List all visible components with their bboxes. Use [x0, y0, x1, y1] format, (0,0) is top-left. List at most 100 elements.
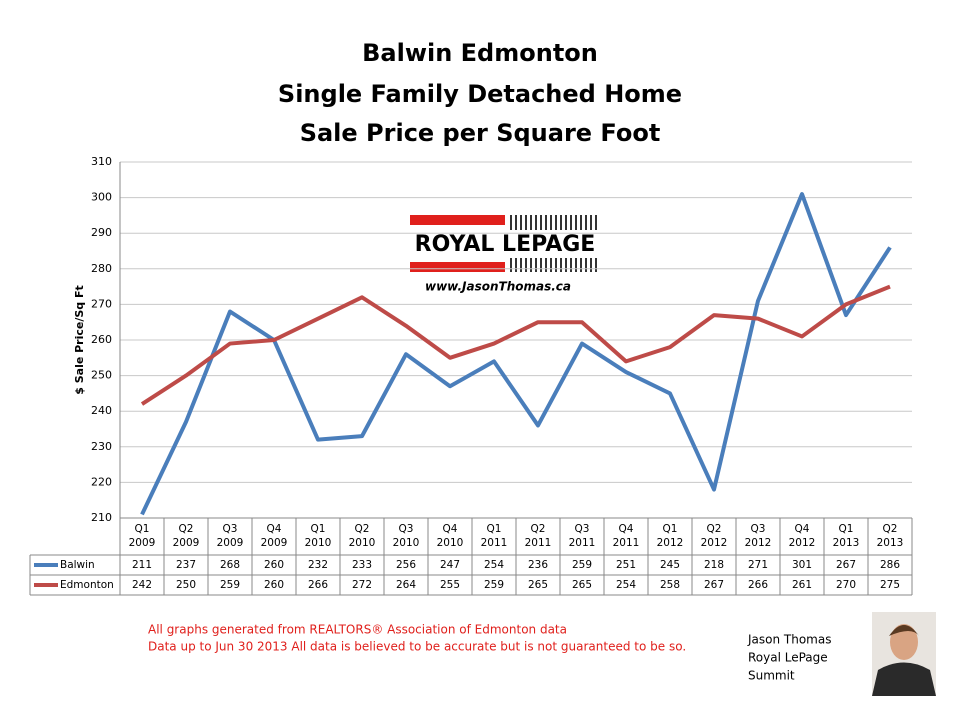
footer-note: All graphs generated from REALTORS® Asso…	[148, 623, 567, 637]
logo-text: ROYAL LEPAGE	[415, 232, 596, 257]
table-value: 265	[528, 579, 548, 591]
table-value: 267	[836, 559, 856, 571]
logo-url: www.JasonThomas.ca	[425, 280, 571, 294]
y-tick-label: 240	[91, 404, 112, 417]
x-tick-label: Q1	[135, 523, 150, 535]
photo-hair	[889, 625, 919, 636]
logo-bar	[410, 215, 505, 225]
table-value: 301	[792, 559, 812, 571]
y-tick-label: 250	[91, 369, 112, 382]
chart-title: Balwin Edmonton	[362, 39, 598, 67]
x-tick-label: 2013	[833, 537, 860, 549]
x-tick-label: Q1	[663, 523, 678, 535]
photo-face	[890, 624, 918, 660]
table-value: 271	[748, 559, 768, 571]
x-tick-label: 2012	[657, 537, 684, 549]
x-tick-label: Q3	[399, 523, 414, 535]
chart-title: Sale Price per Square Foot	[300, 119, 661, 147]
x-tick-label: 2010	[393, 537, 420, 549]
y-tick-label: 310	[91, 155, 112, 168]
x-tick-label: Q2	[883, 523, 898, 535]
x-tick-label: Q2	[179, 523, 194, 535]
logo-bg	[410, 230, 600, 258]
x-tick-label: Q2	[531, 523, 546, 535]
x-tick-label: Q2	[355, 523, 370, 535]
table-value: 267	[704, 579, 724, 591]
table-value: 268	[220, 559, 240, 571]
table-value: 242	[132, 579, 152, 591]
table-value: 259	[572, 559, 592, 571]
photo-suit	[872, 662, 936, 696]
table-value: 270	[836, 579, 856, 591]
table-value: 250	[176, 579, 196, 591]
table-value: 218	[704, 559, 724, 571]
table-value: 259	[484, 579, 504, 591]
chart-title: Single Family Detached Home	[278, 80, 682, 108]
table-value: 237	[176, 559, 196, 571]
table-value: 232	[308, 559, 328, 571]
x-tick-label: Q1	[839, 523, 854, 535]
x-tick-label: Q3	[223, 523, 238, 535]
x-tick-label: 2010	[305, 537, 332, 549]
table-value: 259	[220, 579, 240, 591]
y-tick-label: 210	[91, 511, 112, 524]
x-tick-label: Q4	[443, 523, 458, 535]
x-tick-label: 2009	[261, 537, 288, 549]
table-value: 251	[616, 559, 636, 571]
x-tick-label: 2010	[437, 537, 464, 549]
x-tick-label: Q1	[487, 523, 502, 535]
x-tick-label: Q3	[751, 523, 766, 535]
y-tick-label: 300	[91, 191, 112, 204]
x-tick-label: 2012	[745, 537, 772, 549]
y-tick-label: 230	[91, 440, 112, 453]
y-tick-label: 290	[91, 226, 112, 239]
table-value: 236	[528, 559, 548, 571]
table-value: 254	[484, 559, 504, 571]
footer-note: Data up to Jun 30 2013 All data is belie…	[148, 640, 686, 654]
logo-bar	[410, 262, 505, 272]
y-tick-label: 270	[91, 297, 112, 310]
signature: Summit	[748, 669, 795, 683]
legend-label: Balwin	[60, 559, 95, 571]
table-value: 266	[748, 579, 768, 591]
y-tick-label: 260	[91, 333, 112, 346]
x-tick-label: 2011	[481, 537, 508, 549]
x-tick-label: Q4	[267, 523, 282, 535]
table-value: 265	[572, 579, 592, 591]
table-value: 254	[616, 579, 636, 591]
table-value: 255	[440, 579, 460, 591]
series-line	[140, 192, 892, 516]
y-tick-label: 220	[91, 475, 112, 488]
table-value: 264	[396, 579, 416, 591]
legend-label: Edmonton	[60, 579, 114, 591]
table-value: 266	[308, 579, 328, 591]
x-tick-label: 2013	[877, 537, 904, 549]
signature: Royal LePage	[748, 651, 828, 665]
logo: ROYAL LEPAGE www.JasonThomas.ca	[410, 215, 600, 294]
x-tick-label: 2012	[789, 537, 816, 549]
table-value: 256	[396, 559, 416, 571]
x-tick-label: 2009	[129, 537, 156, 549]
table-value: 261	[792, 579, 812, 591]
table-value: 211	[132, 559, 152, 571]
signature: Jason Thomas	[747, 633, 831, 647]
photo	[872, 612, 936, 696]
x-tick-label: 2011	[613, 537, 640, 549]
x-tick-label: Q4	[619, 523, 634, 535]
table-value: 260	[264, 579, 284, 591]
table-value: 286	[880, 559, 900, 571]
table-value: 247	[440, 559, 460, 571]
x-tick-label: Q2	[707, 523, 722, 535]
x-tick-label: Q4	[795, 523, 810, 535]
y-axis-label: $ Sale Price/Sq Ft	[73, 285, 86, 395]
x-tick-label: 2011	[525, 537, 552, 549]
table-value: 275	[880, 579, 900, 591]
table-value: 272	[352, 579, 372, 591]
table-value: 233	[352, 559, 372, 571]
x-tick-label: 2009	[173, 537, 200, 549]
table-value: 260	[264, 559, 284, 571]
x-tick-label: 2012	[701, 537, 728, 549]
x-tick-label: 2009	[217, 537, 244, 549]
x-tick-label: Q3	[575, 523, 590, 535]
